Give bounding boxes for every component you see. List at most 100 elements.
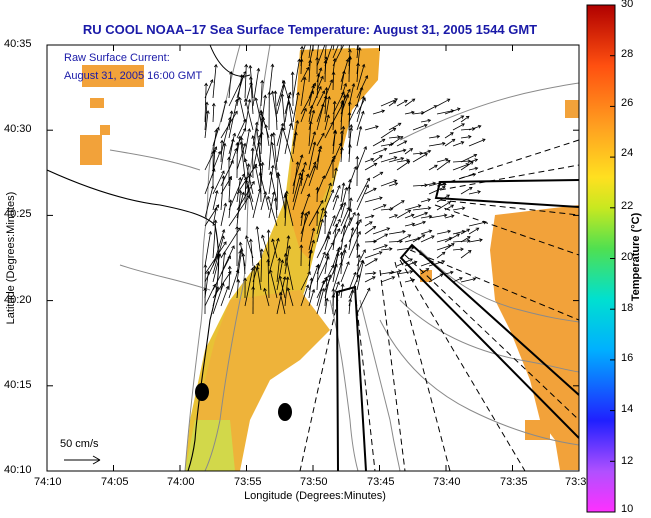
- current-vector-head: [447, 229, 452, 234]
- current-vector-head: [472, 277, 477, 281]
- current-vector-head: [344, 186, 348, 191]
- current-vector-head: [259, 111, 264, 116]
- current-vector: [246, 180, 254, 203]
- current-vector: [388, 240, 403, 243]
- current-vector-head: [286, 287, 291, 291]
- current-vector-head: [238, 189, 243, 194]
- current-vector-head: [271, 238, 275, 243]
- current-vector-head: [428, 229, 433, 234]
- current-vector: [364, 126, 379, 131]
- current-vector-head: [261, 234, 265, 239]
- current-vector: [212, 229, 225, 267]
- current-vector: [356, 45, 359, 59]
- current-vector-head: [361, 260, 365, 265]
- current-vector: [300, 169, 304, 187]
- current-vector-head: [215, 286, 220, 291]
- current-vector-head: [280, 259, 285, 264]
- current-vector: [244, 158, 254, 195]
- current-vector-head: [427, 206, 432, 211]
- current-vector-head: [239, 247, 244, 252]
- current-vector: [340, 126, 344, 155]
- current-vector-head: [267, 91, 272, 95]
- current-vector-head: [427, 118, 432, 123]
- current-vector-head: [353, 271, 357, 276]
- current-vector: [212, 283, 224, 315]
- current-vector: [340, 147, 343, 163]
- current-vector-head: [444, 157, 449, 162]
- current-vector-head: [433, 105, 438, 109]
- current-vector: [380, 127, 396, 139]
- current-vector: [276, 258, 280, 283]
- current-vector: [452, 115, 464, 123]
- current-vector: [292, 176, 303, 211]
- current-vector-head: [441, 251, 446, 256]
- legend-current-time: August 31, 2005 16:00 GMT: [64, 70, 203, 82]
- current-vector: [340, 250, 346, 267]
- current-vector: [284, 191, 288, 227]
- current-vector: [268, 192, 275, 219]
- current-vector: [324, 87, 328, 115]
- current-vector-head: [221, 229, 226, 233]
- current-vector-head: [217, 253, 222, 257]
- current-vector-head: [450, 214, 455, 219]
- current-vector-head: [422, 220, 427, 225]
- current-vector: [372, 110, 385, 115]
- current-vector: [452, 163, 469, 171]
- current-vector-head: [325, 38, 328, 41]
- buoy-marker-east: [278, 403, 292, 421]
- current-vector-head: [347, 111, 352, 116]
- current-vector: [236, 248, 243, 283]
- current-vector-head: [332, 57, 337, 62]
- current-vector-head: [366, 177, 370, 182]
- current-vector-head: [215, 204, 220, 208]
- current-vector: [236, 143, 246, 171]
- current-vector: [220, 143, 226, 171]
- current-vector: [252, 188, 261, 219]
- current-vector: [388, 182, 398, 187]
- current-vector: [292, 161, 299, 195]
- current-vector-head: [295, 161, 300, 165]
- current-vector-head: [393, 179, 398, 183]
- x-tick-label: 73:50: [300, 476, 328, 488]
- current-vector-head: [286, 235, 291, 239]
- current-vector-head: [301, 168, 305, 173]
- current-vector-head: [287, 101, 291, 106]
- x-tick-label: 74:05: [101, 476, 129, 488]
- current-vector: [436, 160, 451, 171]
- current-vector-head: [243, 277, 247, 282]
- current-vector-head: [208, 230, 213, 235]
- current-vector: [204, 102, 208, 131]
- current-vector-head: [402, 148, 407, 153]
- current-vector-head: [260, 161, 265, 166]
- current-vector-head: [228, 270, 232, 275]
- current-vector-head: [213, 146, 218, 151]
- current-vector: [404, 223, 415, 227]
- current-vector-head: [434, 164, 438, 169]
- current-vector-head: [343, 82, 348, 87]
- current-vector: [300, 284, 309, 307]
- current-vector-head: [384, 244, 388, 248]
- current-vector-head: [347, 88, 351, 93]
- current-vector-head: [370, 157, 375, 162]
- current-vector-head: [232, 132, 237, 137]
- current-vector-head: [253, 165, 258, 169]
- current-vector-head: [425, 268, 430, 272]
- current-vector-head: [303, 212, 308, 217]
- current-vector: [332, 58, 336, 75]
- current-vector-head: [312, 141, 317, 146]
- current-vector: [316, 103, 324, 131]
- current-vector: [388, 270, 402, 275]
- current-vector: [340, 59, 349, 83]
- current-vector-head: [310, 40, 313, 43]
- current-vector-head: [467, 250, 472, 254]
- current-vector-head: [276, 173, 281, 177]
- current-vector-head: [228, 176, 233, 181]
- current-vector-head: [231, 245, 235, 249]
- current-vector-head: [305, 66, 310, 71]
- current-vector: [324, 215, 336, 243]
- current-vector: [404, 98, 415, 107]
- current-vector: [468, 191, 481, 195]
- current-vector-head: [303, 107, 307, 112]
- current-vector: [348, 57, 350, 83]
